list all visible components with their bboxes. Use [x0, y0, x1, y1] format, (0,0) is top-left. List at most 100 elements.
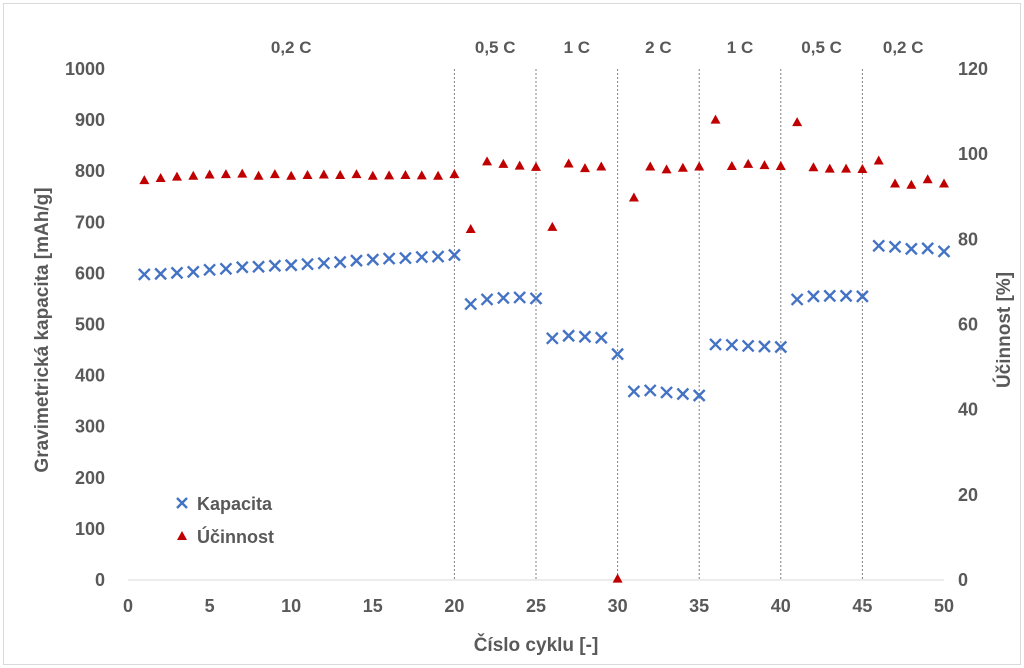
y2-tick-labels: 0 20 40 60 80 100 120 [958, 59, 988, 590]
kapacita-point [235, 260, 249, 274]
ucinnost-point [400, 169, 411, 179]
ucinnost-point [384, 170, 395, 180]
kapacita-point [333, 255, 347, 269]
y2-tick-label: 40 [958, 400, 978, 420]
kapacita-point [203, 263, 216, 277]
ucinnost-point [367, 170, 378, 180]
ucinnost-point [335, 169, 346, 179]
y-tick-labels: 0 100 200 300 400 500 600 700 800 900 1000 [65, 59, 105, 590]
kapacita-point [676, 387, 690, 401]
region-label: 0,2 C [271, 38, 312, 57]
ucinnost-point [873, 155, 884, 165]
kapacita-point [301, 257, 314, 271]
kapacita-point [497, 291, 510, 305]
y2-tick-label: 60 [958, 315, 978, 335]
kapacita-point [872, 239, 886, 253]
ucinnost-point [710, 114, 721, 124]
kapacita-point [856, 290, 869, 303]
kapacita-point [382, 252, 396, 265]
kapacita-point [448, 248, 461, 262]
ucinnost-point [841, 163, 852, 173]
x-tick-label: 45 [852, 596, 872, 616]
ucinnost-point [743, 158, 754, 168]
ucinnost-point [318, 169, 329, 179]
ucinnost-point [253, 170, 264, 180]
legend-marker-ucinnost [177, 531, 187, 540]
ucinnost-point [677, 162, 688, 172]
y-tick-label: 900 [75, 110, 105, 130]
y-axis-title: Gravimetrická kapacita [mAh/g] [32, 187, 53, 472]
kapacita-point [252, 260, 265, 274]
ucinnost-point [579, 163, 590, 173]
ucinnost-point [220, 169, 231, 179]
x-tick-label: 5 [205, 596, 215, 616]
chart-frame [3, 3, 1021, 665]
kapacita-point [807, 290, 820, 303]
x-tick-labels: 0 5 10 15 20 25 30 35 40 45 50 [123, 596, 954, 616]
series-kapacita [137, 239, 951, 402]
kapacita-point [823, 289, 837, 303]
ucinnost-point [824, 163, 835, 173]
kapacita-point [366, 253, 380, 266]
x-tick-label: 40 [771, 596, 791, 616]
y2-tick-label: 120 [958, 59, 988, 79]
kapacita-point [774, 340, 788, 354]
kapacita-point [399, 251, 412, 265]
kapacita-point [888, 240, 902, 254]
x-tick-label: 15 [363, 596, 383, 616]
y2-tick-label: 20 [958, 485, 978, 505]
kapacita-point [529, 292, 543, 305]
ucinnost-point [596, 161, 607, 171]
ucinnost-point [433, 170, 444, 180]
y-tick-label: 600 [75, 263, 105, 283]
y-tick-label: 700 [75, 212, 105, 232]
kapacita-point [350, 254, 363, 267]
kapacita-point [268, 259, 282, 273]
kapacita-point [692, 389, 706, 402]
ucinnost-point [808, 162, 819, 172]
ucinnost-point [775, 161, 786, 171]
kapacita-point [284, 258, 298, 272]
ucinnost-point [759, 160, 770, 170]
ucinnost-point [188, 170, 199, 180]
region-label: 1 C [727, 38, 753, 57]
kapacita-point [839, 289, 853, 303]
ucinnost-point [792, 117, 803, 127]
ucinnost-point [286, 170, 297, 180]
x-tick-label: 50 [934, 596, 954, 616]
legend-label-kapacita: Kapacita [197, 494, 273, 514]
ucinnost-point [694, 161, 705, 171]
ucinnost-point [498, 158, 509, 168]
ucinnost-point [531, 161, 541, 171]
kapacita-point [725, 338, 739, 352]
ucinnost-point [269, 169, 280, 179]
region-label: 0,5 C [475, 38, 516, 57]
ucinnost-point [726, 161, 737, 171]
kapacita-point [317, 256, 331, 270]
x-tick-label: 25 [526, 596, 546, 616]
kapacita-point [627, 385, 641, 398]
kapacita-point [545, 331, 559, 345]
series-ucinnost [139, 114, 949, 583]
ucinnost-point [628, 192, 639, 202]
ucinnost-point [449, 169, 460, 179]
y2-tick-label: 100 [958, 144, 988, 164]
y2-tick-label: 0 [958, 570, 968, 590]
legend: Kapacita Účinnost [176, 494, 274, 547]
kapacita-point [562, 329, 575, 343]
ucinnost-point [939, 178, 949, 188]
kapacita-point [741, 339, 755, 353]
kapacita-point [137, 268, 151, 281]
kapacita-point [513, 291, 527, 304]
ucinnost-point [890, 178, 901, 188]
region-label: 2 C [645, 38, 671, 57]
region-label: 0,5 C [801, 38, 842, 57]
ucinnost-point [514, 160, 525, 170]
region-dividers [453, 69, 863, 580]
kapacita-point [790, 293, 804, 306]
ucinnost-point [906, 179, 917, 189]
ucinnost-point [171, 171, 182, 181]
ucinnost-point [922, 174, 933, 184]
y2-tick-label: 80 [958, 229, 978, 249]
